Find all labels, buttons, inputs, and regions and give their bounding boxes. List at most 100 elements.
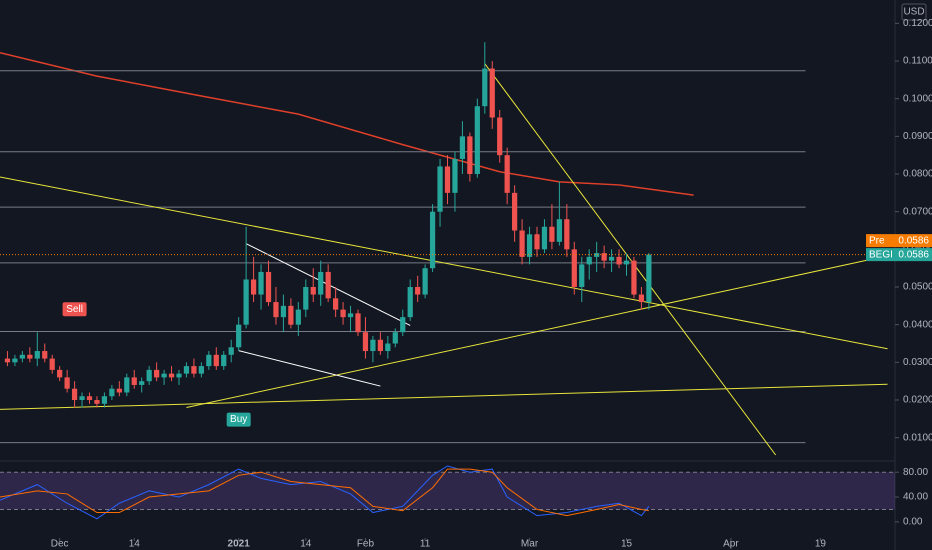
- candle-body: [333, 298, 339, 310]
- candle-body: [571, 249, 577, 288]
- candle-body: [258, 271, 264, 295]
- candle-body: [213, 354, 219, 367]
- trend-line: [0, 176, 888, 350]
- y-tick-label: 0.0300: [903, 357, 932, 368]
- candle-body: [94, 400, 100, 404]
- trend-line: [0, 383, 888, 410]
- trend-line: [0, 52, 694, 196]
- candle-body: [250, 279, 257, 295]
- candle-body: [638, 294, 645, 303]
- candle-body: [19, 354, 25, 359]
- signal-box: [226, 412, 251, 427]
- candle-body: [318, 271, 324, 295]
- candle-body: [71, 388, 78, 401]
- price-tag-box: [866, 234, 932, 248]
- x-tick-label: 2021: [228, 539, 251, 550]
- x-tick-label: Mar: [521, 539, 539, 550]
- price-tag-value: 0.0586: [898, 249, 929, 260]
- candle-body: [623, 260, 630, 265]
- candle-body: [340, 309, 346, 318]
- candle-body: [616, 256, 622, 265]
- candle-body: [101, 396, 108, 404]
- x-tick-label: 14: [300, 539, 312, 550]
- candle-body: [4, 358, 11, 363]
- candle-body: [377, 339, 383, 352]
- x-tick-label: Apr: [723, 539, 739, 550]
- candle-body: [265, 271, 272, 303]
- candle-body: [228, 347, 234, 355]
- price-tag-name: BEGI: [869, 249, 893, 260]
- candle-body: [400, 317, 406, 333]
- candle-body: [161, 373, 167, 378]
- candle-body: [601, 253, 607, 261]
- candle-body: [534, 234, 540, 250]
- candle-body: [221, 354, 227, 367]
- osc-line: [0, 468, 649, 517]
- x-tick-label: 14: [129, 539, 141, 550]
- candle-body: [489, 68, 495, 118]
- candle-body: [273, 302, 279, 318]
- candle-body: [608, 256, 615, 261]
- candle-body: [355, 313, 361, 333]
- candle-body: [49, 358, 55, 370]
- y-tick-label: 0.0800: [903, 169, 932, 180]
- signal-box: [62, 302, 87, 317]
- candle-body: [12, 358, 18, 363]
- candle-body: [564, 219, 570, 250]
- candle-body: [79, 396, 85, 401]
- candle-body: [444, 166, 451, 193]
- candle-body: [526, 234, 533, 257]
- candle-body: [362, 332, 369, 352]
- y-tick-label: 0.0200: [903, 395, 932, 406]
- candle-body: [288, 305, 294, 325]
- x-tick-label: Feb: [357, 539, 375, 550]
- candle-body: [325, 271, 331, 299]
- trend-line: [238, 350, 381, 387]
- candle-body: [198, 366, 204, 374]
- y-tick-label: 0.1200: [903, 18, 932, 29]
- candle-body: [594, 253, 600, 257]
- y-tick-label: 0.0400: [903, 319, 932, 330]
- candle-body: [42, 351, 48, 359]
- candle-body: [459, 136, 466, 159]
- signal-label: Buy: [230, 414, 247, 425]
- candle-body: [124, 377, 130, 393]
- y-tick-label: 0.0900: [903, 131, 932, 142]
- candle-body: [131, 377, 137, 385]
- candle-body: [504, 155, 510, 193]
- candle-body: [64, 377, 70, 389]
- candle-body: [586, 256, 592, 265]
- osc-y-tick-label: 0.00: [903, 517, 923, 528]
- candle-body: [347, 313, 354, 318]
- candle-body: [243, 279, 249, 325]
- candle-body: [474, 106, 480, 175]
- candle-body: [415, 287, 421, 295]
- x-tick-label: 19: [815, 539, 827, 550]
- candle-body: [579, 264, 585, 288]
- candle-body: [57, 369, 63, 378]
- candle-body: [191, 366, 197, 374]
- candle-body: [280, 305, 287, 318]
- candle-body: [303, 287, 309, 310]
- candle-body: [146, 369, 152, 382]
- osc-line: [0, 465, 650, 520]
- price-tag-name: Pre: [869, 235, 885, 246]
- candle-body: [310, 287, 316, 295]
- candle-body: [497, 117, 503, 156]
- osc-y-tick-label: 40.00: [903, 492, 928, 503]
- y-tick-label: 0.0700: [903, 206, 932, 217]
- candle-body: [541, 226, 548, 250]
- candle-body: [467, 136, 473, 175]
- candle-body: [646, 254, 652, 303]
- candle-body: [154, 369, 160, 378]
- osc-y-tick-label: 80.00: [903, 467, 928, 478]
- candle-body: [176, 373, 182, 378]
- x-tick-label: 15: [621, 539, 633, 550]
- candle-body: [422, 268, 428, 295]
- y-tick-label: 0.0500: [903, 282, 932, 293]
- price-tag-value: 0.0586: [898, 235, 929, 246]
- candle-body: [512, 192, 518, 231]
- x-tick-label: Dec: [51, 539, 69, 550]
- currency: USD: [903, 7, 924, 18]
- candle-body: [549, 226, 555, 242]
